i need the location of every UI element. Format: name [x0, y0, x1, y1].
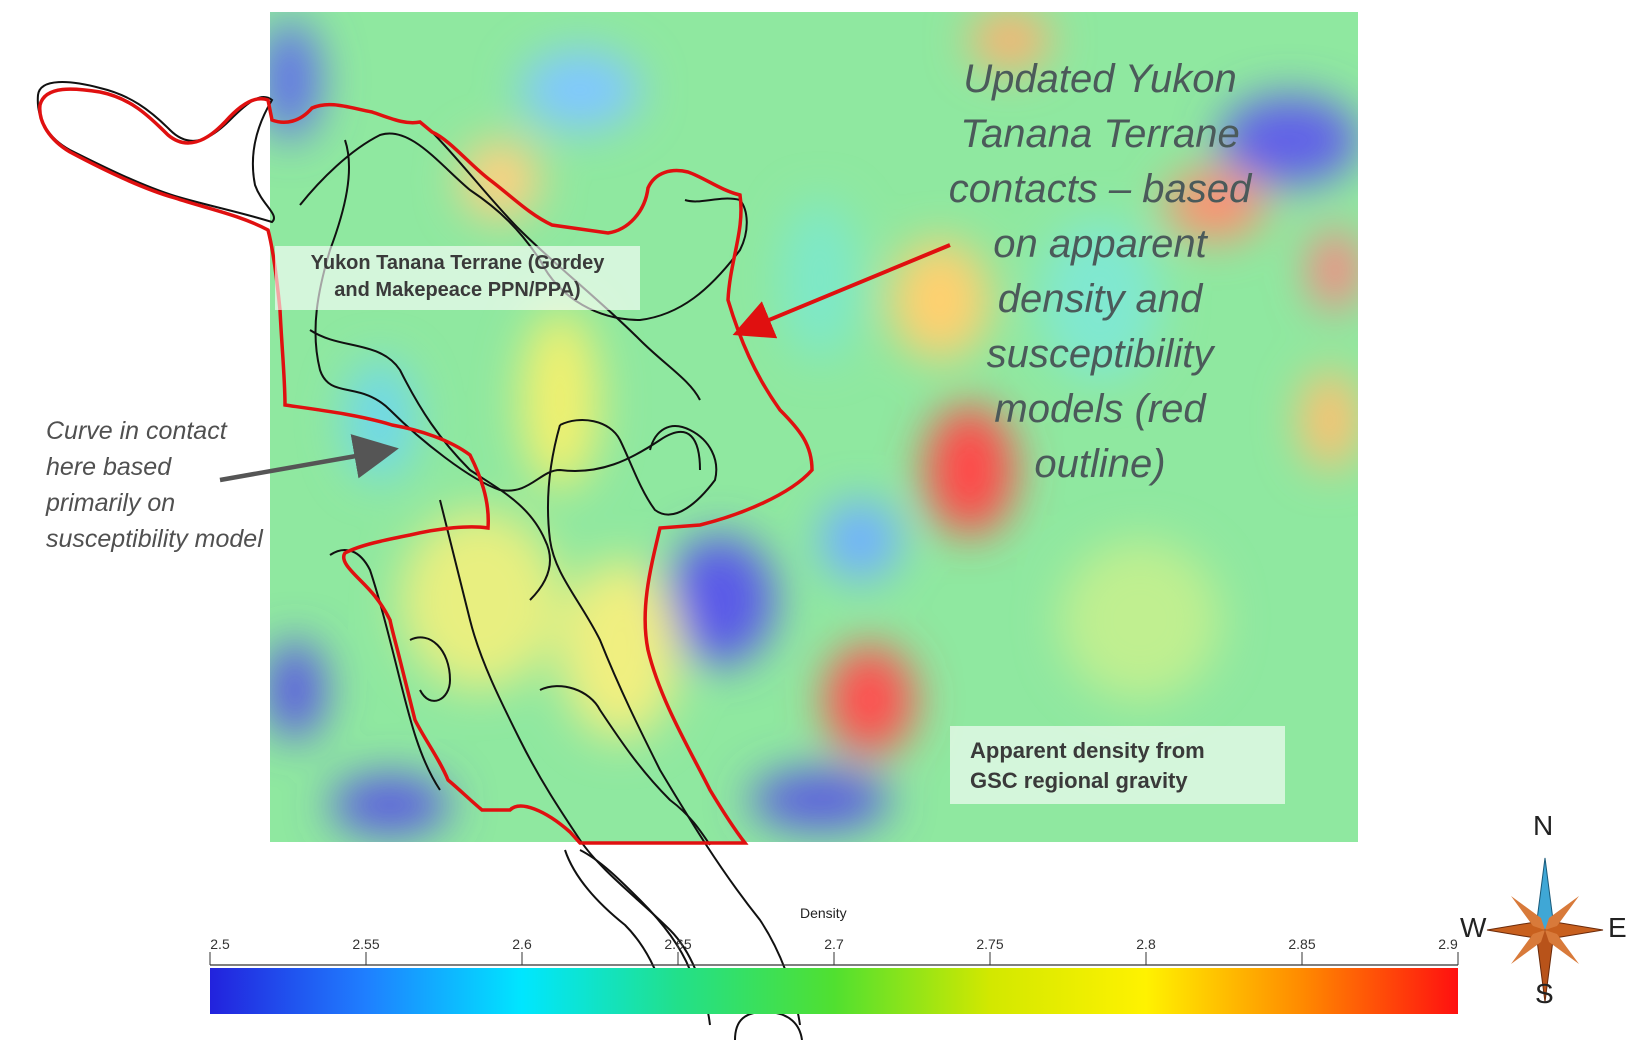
- curve-note-annotation: Curve in contact here based primarily on…: [46, 413, 346, 557]
- compass-east-label: E: [1608, 912, 1627, 944]
- colorbar-title: Density: [800, 905, 847, 921]
- colorbar-tick-label: 2.85: [1288, 936, 1315, 952]
- colorbar-ticks: [210, 952, 1458, 965]
- colorbar-tick-label: 2.9: [1438, 936, 1457, 952]
- colorbar-tick-label: 2.5: [210, 936, 229, 952]
- terrane-label: Yukon Tanana Terrane (Gordey and Makepea…: [275, 246, 640, 310]
- compass-north-label: N: [1533, 810, 1553, 842]
- colorbar-tick-label: 2.8: [1136, 936, 1155, 952]
- colorbar-tick-label: 2.7: [824, 936, 843, 952]
- colorbar-tick-label: 2.6: [512, 936, 531, 952]
- density-source-label: Apparent density from GSC regional gravi…: [950, 726, 1285, 804]
- colorbar-gradient: [210, 968, 1458, 1014]
- updated-contacts-annotation: Updated Yukon Tanana Terrane contacts – …: [900, 52, 1300, 492]
- compass-south-label: S: [1535, 978, 1554, 1010]
- colorbar-tick-label: 2.75: [976, 936, 1003, 952]
- colorbar-tick-label: 2.55: [352, 936, 379, 952]
- colorbar-tick-label: 2.65: [664, 936, 691, 952]
- compass-west-label: W: [1460, 912, 1486, 944]
